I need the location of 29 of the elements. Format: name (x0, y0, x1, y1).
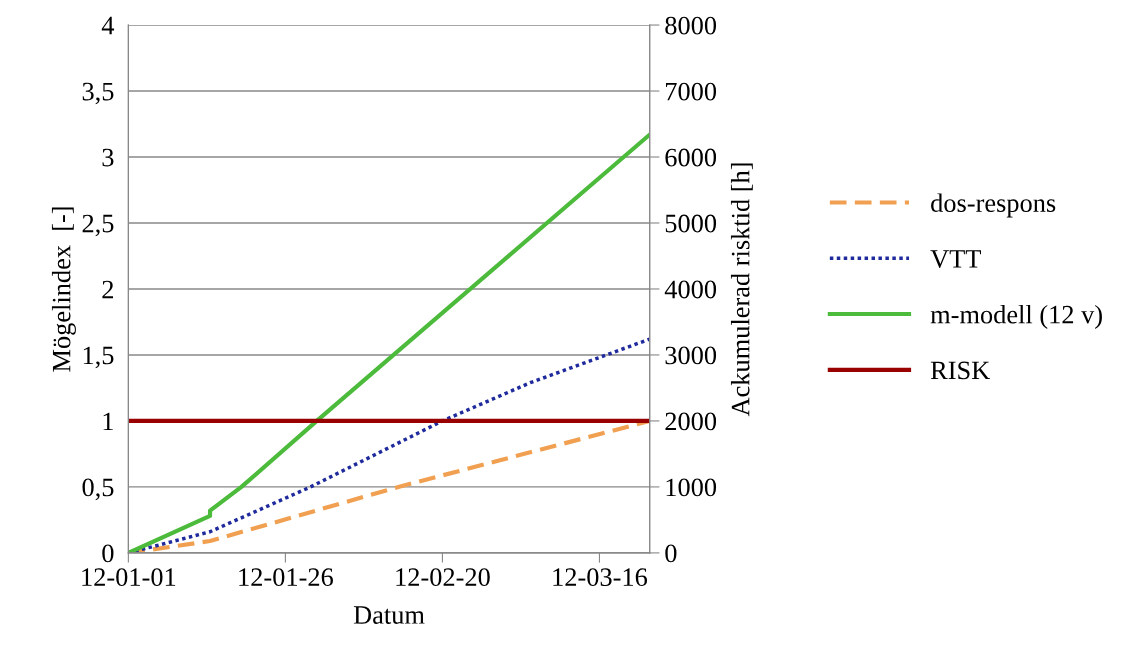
y2-tick-label: 4000 (664, 280, 717, 299)
x-tick-label: 12-01-26 (239, 568, 333, 587)
legend-label: RISK (930, 361, 990, 380)
y2-tick-label: 5000 (665, 214, 717, 233)
x-tick-label: 12-01-01 (82, 568, 176, 587)
y2-tick-label: 0 (665, 544, 677, 563)
y2-tick-label: 3000 (665, 346, 717, 365)
legend-label: m-modell (12 v) (930, 304, 1102, 329)
x-tick-label: 12-03-16 (553, 568, 648, 587)
y2-tick-label: 2000 (665, 412, 717, 431)
y-tick-label: 1 (103, 412, 113, 431)
y-tick-label: 2,5 (82, 214, 114, 237)
legend-label: dos-respons (931, 193, 1056, 218)
y-axis-title: Mögelindex [-] (51, 207, 76, 372)
y2-axis-title: Ackumulerad risktid [h] (730, 163, 753, 417)
y-tick-label: 0,5 (82, 478, 114, 501)
y-tick-label: 3,5 (82, 82, 114, 105)
y-tick-label: 2 (102, 280, 114, 299)
y-tick-label: 4 (101, 16, 115, 35)
y2-tick-label: 6000 (665, 148, 717, 167)
y-tick-label: 1,5 (83, 346, 114, 369)
x-tick-label: 12-02-20 (396, 568, 490, 587)
y2-tick-label: 7000 (666, 82, 717, 101)
y-tick-label: 0 (102, 544, 114, 563)
x-axis-title: Datum (353, 606, 425, 624)
y2-tick-label: 8000 (665, 16, 717, 35)
y-tick-label: 3 (102, 148, 114, 167)
y2-tick-label: 1000 (666, 478, 717, 497)
legend-label: VTT (930, 250, 981, 268)
